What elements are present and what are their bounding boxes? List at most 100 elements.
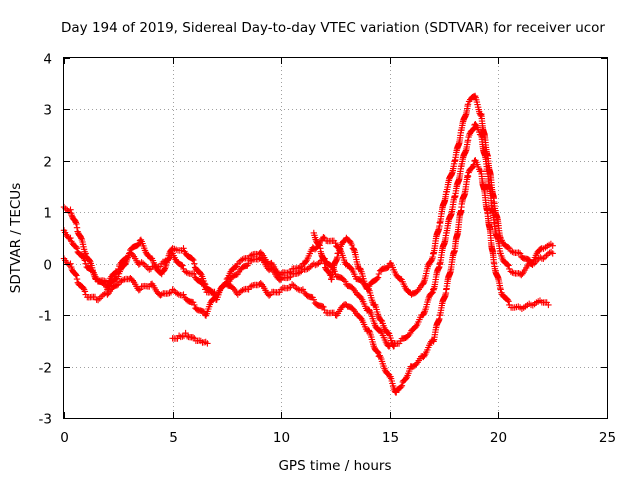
track-segment (507, 247, 522, 256)
track-segment (419, 253, 436, 288)
track-segment (328, 254, 341, 283)
track-segment (68, 263, 80, 279)
track-segment (452, 207, 465, 250)
track-segment (333, 273, 349, 285)
track-segment (529, 254, 544, 268)
track-segment (540, 248, 555, 262)
track-segment (116, 253, 132, 270)
track-segment (105, 282, 121, 297)
track-segment (61, 229, 73, 242)
track-segment (465, 125, 478, 141)
track-segment (452, 127, 465, 164)
track-segment (279, 284, 294, 292)
track-segment (192, 274, 208, 290)
x-tick-label: 15 (382, 430, 399, 446)
x-tick-label: 25 (599, 430, 616, 446)
track-segment (398, 276, 414, 296)
track-segment (214, 280, 229, 298)
track-segment (458, 138, 471, 167)
track-segment (430, 263, 443, 293)
chart-title: Day 194 of 2019, Sidereal Day-to-day VTE… (61, 20, 605, 36)
track-segment (322, 264, 334, 279)
track-segment (127, 275, 142, 294)
track-segment (355, 291, 371, 314)
track-segment (540, 299, 550, 306)
track-segment (436, 191, 450, 227)
track-segment (443, 193, 458, 237)
track-segment (74, 248, 89, 264)
track-segment (365, 306, 382, 333)
track-segment (540, 240, 555, 252)
track-segment (257, 254, 273, 274)
track-segment (458, 172, 471, 208)
track-segment (199, 338, 209, 346)
data-point (182, 329, 189, 337)
y-tick-label: 4 (43, 52, 52, 68)
track-segment (62, 205, 73, 215)
track-segment (84, 293, 99, 301)
y-tick-label: 0 (43, 258, 52, 274)
marks-layer (60, 92, 556, 396)
track-segment (378, 317, 393, 337)
track-segment (279, 268, 294, 276)
track-segment (344, 303, 360, 317)
track-segment (409, 282, 425, 297)
track-segment (355, 312, 371, 335)
track-segment (478, 131, 491, 175)
data-point (191, 260, 198, 267)
track-segment (443, 158, 458, 195)
y-tick-label: -2 (39, 361, 52, 377)
track-segment (518, 300, 533, 312)
series-track-a (60, 92, 556, 303)
track-segment (356, 265, 371, 292)
track-segment (317, 248, 328, 264)
track-segment (257, 249, 273, 268)
track-segment (247, 256, 262, 265)
track-segment (181, 268, 196, 277)
track-segment (183, 333, 197, 341)
track-segment (409, 311, 425, 333)
track-segment (372, 301, 384, 324)
track-segment (181, 248, 197, 264)
track-segment (160, 289, 175, 297)
track-segment (498, 237, 512, 251)
series-track-e (310, 229, 398, 350)
y-tick-label: -1 (39, 309, 52, 325)
track-segment (83, 263, 99, 281)
track-segment (148, 280, 164, 299)
y-tick-label: -3 (39, 412, 52, 428)
track-segment (279, 273, 294, 282)
data-point (549, 250, 556, 257)
track-segment (149, 263, 164, 271)
track-segment (235, 262, 251, 275)
track-segment (268, 265, 284, 284)
track-segment (498, 252, 512, 269)
track-segment (105, 275, 121, 292)
y-tick-label: 3 (43, 103, 52, 119)
track-segment (491, 263, 504, 292)
track-segment (290, 268, 305, 277)
data-point (104, 291, 111, 298)
track-segment (203, 288, 218, 296)
track-segment (236, 285, 251, 296)
track-segment (465, 161, 478, 176)
x-tick-label: 10 (273, 430, 290, 446)
track-segment (171, 335, 181, 342)
track-segment (247, 250, 262, 260)
track-segment (67, 210, 80, 228)
track-segment (192, 305, 208, 316)
grid-layer (64, 58, 607, 418)
track-segment (437, 289, 450, 319)
track-segment (224, 263, 240, 281)
track-segment (419, 289, 436, 319)
track-segment (376, 352, 393, 378)
track-segment (171, 287, 186, 299)
track-segment (177, 332, 188, 341)
track-segment (138, 282, 153, 290)
track-segment (74, 228, 89, 258)
data-point (73, 224, 81, 231)
data-point (375, 270, 383, 278)
track-segment (138, 259, 153, 273)
track-segment (471, 92, 484, 119)
